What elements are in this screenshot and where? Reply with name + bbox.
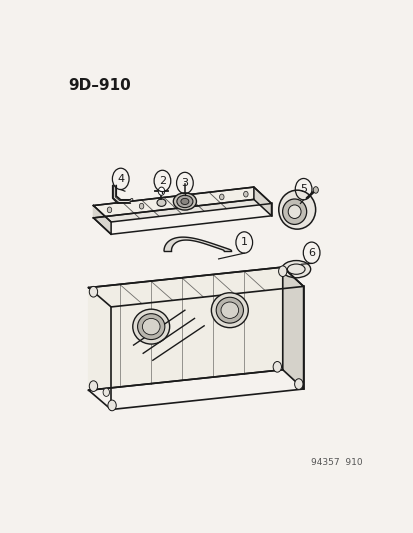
- Ellipse shape: [133, 309, 169, 344]
- Ellipse shape: [287, 264, 304, 274]
- Circle shape: [89, 286, 97, 297]
- Ellipse shape: [157, 199, 166, 206]
- Ellipse shape: [278, 190, 315, 229]
- Circle shape: [139, 203, 143, 209]
- Ellipse shape: [221, 302, 238, 318]
- Text: 94357  910: 94357 910: [311, 458, 362, 467]
- Circle shape: [243, 191, 247, 197]
- Text: 4: 4: [117, 174, 124, 184]
- Ellipse shape: [173, 193, 196, 210]
- Polygon shape: [282, 267, 303, 389]
- Text: 1: 1: [240, 238, 247, 247]
- Circle shape: [219, 194, 223, 200]
- Polygon shape: [93, 187, 253, 218]
- Circle shape: [103, 388, 109, 397]
- Ellipse shape: [281, 261, 310, 278]
- Polygon shape: [93, 206, 111, 235]
- Circle shape: [313, 187, 318, 193]
- Text: 3: 3: [181, 178, 188, 188]
- Ellipse shape: [180, 198, 188, 205]
- Ellipse shape: [137, 314, 164, 340]
- Ellipse shape: [142, 318, 160, 335]
- Circle shape: [294, 379, 302, 390]
- Circle shape: [158, 187, 164, 195]
- Polygon shape: [88, 267, 282, 390]
- Circle shape: [107, 207, 112, 213]
- Polygon shape: [253, 187, 271, 216]
- Text: 5: 5: [299, 184, 306, 194]
- Text: 9D–910: 9D–910: [68, 78, 130, 93]
- Ellipse shape: [176, 195, 192, 207]
- Circle shape: [89, 381, 97, 391]
- Ellipse shape: [211, 293, 248, 328]
- Polygon shape: [93, 187, 271, 222]
- Polygon shape: [88, 267, 303, 307]
- Circle shape: [108, 400, 116, 411]
- Text: 6: 6: [307, 248, 314, 258]
- Ellipse shape: [282, 199, 306, 224]
- Circle shape: [278, 266, 286, 277]
- Polygon shape: [164, 237, 231, 251]
- Circle shape: [179, 199, 183, 205]
- Text: 2: 2: [159, 176, 166, 186]
- Circle shape: [273, 361, 281, 372]
- Ellipse shape: [287, 205, 300, 219]
- Ellipse shape: [216, 297, 243, 323]
